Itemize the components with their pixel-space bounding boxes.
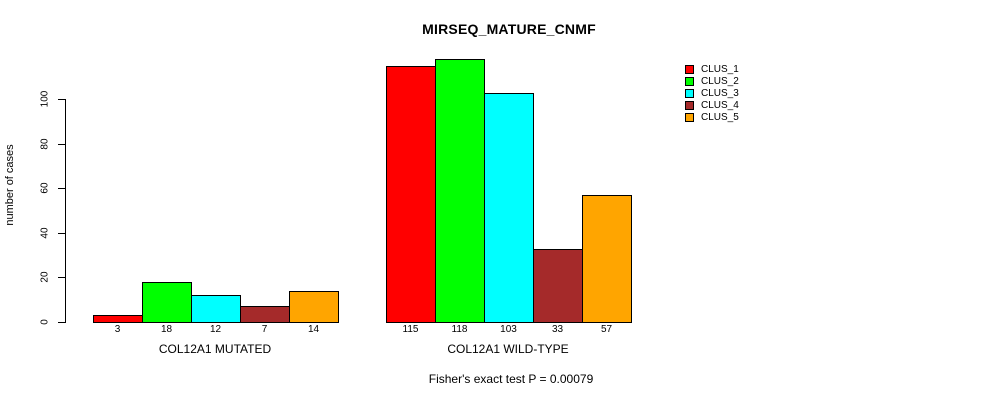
group-label-wildtype: COL12A1 WILD-TYPE [447, 342, 569, 356]
y-tick [58, 322, 65, 323]
y-tick [58, 277, 65, 278]
bar-value-label: 14 [307, 324, 320, 335]
legend-swatch-clus_1 [685, 65, 694, 75]
y-tick-label: 60 [39, 182, 51, 194]
y-tick-label: 100 [39, 90, 51, 108]
bar-value-label: 57 [600, 324, 613, 335]
footnote: Fisher's exact test P = 0.00079 [428, 372, 594, 386]
bar-value-label: 3 [114, 324, 121, 335]
y-tick [58, 99, 65, 100]
bar-clus_4-1 [533, 249, 583, 323]
bar-clus_2-0 [142, 282, 192, 323]
y-tick [58, 188, 65, 189]
bar-value-label: 33 [551, 324, 564, 335]
legend-row: CLUS_3 [685, 88, 739, 100]
legend-row: CLUS_2 [685, 76, 739, 88]
bar-clus_2-1 [435, 59, 485, 323]
y-tick-label: 0 [39, 319, 51, 325]
bar-clus_1-0 [93, 315, 143, 323]
bar-clus_5-1 [582, 195, 632, 323]
legend-swatch-clus_4 [685, 100, 694, 110]
y-tick-label: 40 [39, 227, 51, 239]
legend-label: CLUS_2 [701, 76, 739, 88]
y-tick [58, 233, 65, 234]
bar-clus_5-0 [289, 291, 339, 323]
bar-value-label: 115 [402, 324, 419, 335]
legend-label: CLUS_3 [701, 87, 739, 99]
bar-clus_4-0 [240, 306, 290, 323]
bar-clus_3-1 [484, 93, 534, 323]
bar-value-label: 12 [209, 324, 222, 335]
bar-value-label: 118 [451, 324, 468, 335]
legend-row: CLUS_1 [685, 64, 739, 76]
y-tick [58, 144, 65, 145]
y-axis-label: number of cases [4, 144, 16, 226]
legend-row: CLUS_5 [685, 111, 739, 123]
legend-label: CLUS_1 [701, 64, 739, 76]
group-label-mutated: COL12A1 MUTATED [158, 342, 272, 356]
y-tick-label: 20 [39, 271, 51, 283]
legend-swatch-clus_2 [685, 77, 694, 87]
legend-label: CLUS_5 [701, 111, 739, 123]
bar-clus_1-1 [386, 66, 436, 323]
y-tick-label: 80 [39, 138, 51, 150]
chart-title: MIRSEQ_MATURE_CNMF [422, 21, 596, 37]
bar-value-label: 103 [500, 324, 517, 335]
y-axis-line [65, 99, 66, 323]
legend-swatch-clus_5 [685, 112, 694, 122]
bar-clus_3-0 [191, 295, 241, 323]
legend-row: CLUS_4 [685, 99, 739, 111]
legend: CLUS_1 CLUS_2 CLUS_3 CLUS_4 CLUS_5 [685, 64, 739, 123]
legend-label: CLUS_4 [701, 99, 739, 111]
legend-swatch-clus_3 [685, 88, 694, 98]
bar-value-label: 7 [261, 324, 268, 335]
bar-value-label: 18 [160, 324, 173, 335]
